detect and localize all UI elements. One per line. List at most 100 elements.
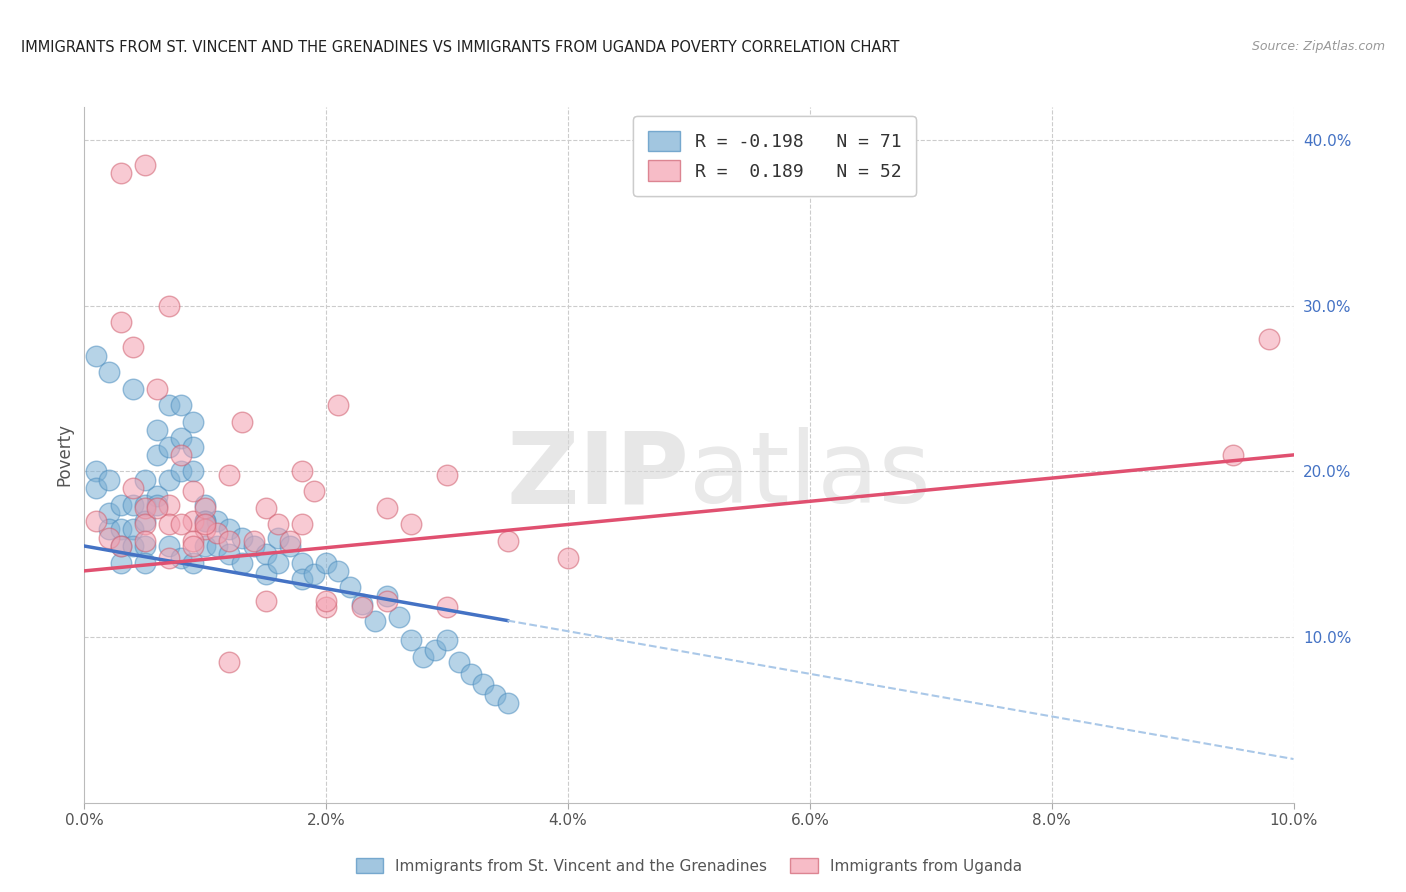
Point (218, 467, 240, 482)
Point (134, 539, 156, 553)
Point (194, 539, 217, 553)
Point (291, 517, 314, 532)
Point (423, 643, 446, 657)
Point (110, 556, 132, 570)
Point (207, 539, 229, 553)
Point (352, 597, 374, 611)
Point (375, 593, 398, 607)
Point (121, 382, 143, 396)
Text: atlas: atlas (689, 427, 931, 524)
Point (375, 589, 398, 603)
Point (134, 556, 156, 570)
Point (157, 550, 180, 565)
Point (121, 523, 143, 537)
Point (207, 514, 229, 528)
Point (218, 523, 240, 537)
Point (242, 534, 264, 549)
Point (291, 465, 314, 479)
Point (399, 633, 422, 648)
Legend: R = -0.198   N = 71, R =  0.189   N = 52: R = -0.198 N = 71, R = 0.189 N = 52 (633, 116, 915, 195)
Point (194, 514, 217, 528)
Point (484, 688, 506, 702)
Point (134, 473, 156, 487)
Point (254, 500, 277, 515)
Point (496, 534, 519, 549)
Point (181, 534, 204, 549)
Point (170, 448, 193, 462)
Point (134, 534, 156, 549)
Point (302, 484, 325, 499)
Point (339, 581, 361, 595)
Point (110, 498, 132, 512)
Point (194, 500, 217, 515)
Point (121, 539, 143, 553)
Point (146, 382, 169, 396)
Point (110, 315, 132, 329)
Point (315, 600, 337, 615)
Point (170, 465, 193, 479)
Point (207, 525, 229, 540)
Point (134, 498, 156, 512)
Point (181, 465, 204, 479)
Point (146, 448, 169, 462)
Point (146, 489, 169, 503)
Point (315, 556, 337, 570)
Point (412, 650, 434, 665)
Point (86, 465, 108, 479)
Y-axis label: Poverty: Poverty (55, 424, 73, 486)
Point (157, 398, 180, 412)
Point (231, 556, 253, 570)
Point (267, 517, 290, 532)
Point (218, 547, 240, 561)
Point (157, 299, 180, 313)
Point (352, 600, 374, 615)
Point (157, 539, 180, 553)
Point (170, 398, 193, 412)
Point (97, 523, 120, 537)
Point (267, 531, 290, 545)
Point (267, 556, 290, 570)
Point (328, 398, 350, 412)
Point (388, 610, 411, 624)
Point (86, 349, 108, 363)
Point (436, 633, 458, 648)
Point (170, 517, 193, 532)
Text: ZIP: ZIP (506, 427, 689, 524)
Point (363, 614, 385, 628)
Point (496, 697, 519, 711)
Point (86, 481, 108, 495)
Point (181, 556, 204, 570)
Point (242, 539, 264, 553)
Point (436, 600, 458, 615)
Point (449, 655, 471, 669)
Point (472, 676, 495, 690)
Point (278, 539, 301, 553)
Point (291, 572, 314, 586)
Legend: Immigrants from St. Vincent and the Grenadines, Immigrants from Uganda: Immigrants from St. Vincent and the Gren… (350, 852, 1028, 880)
Point (157, 517, 180, 532)
Point (121, 481, 143, 495)
Point (218, 655, 240, 669)
Point (181, 539, 204, 553)
Point (436, 467, 458, 482)
Point (254, 567, 277, 582)
Point (146, 423, 169, 437)
Point (157, 498, 180, 512)
Point (399, 517, 422, 532)
Point (231, 531, 253, 545)
Point (315, 593, 337, 607)
Point (86, 514, 108, 528)
Point (134, 158, 156, 172)
Point (291, 556, 314, 570)
Point (557, 550, 579, 565)
Point (254, 593, 277, 607)
Point (194, 523, 217, 537)
Point (1222, 448, 1244, 462)
Text: Source: ZipAtlas.com: Source: ZipAtlas.com (1251, 40, 1385, 54)
Point (146, 500, 169, 515)
Point (146, 498, 169, 512)
Point (278, 534, 301, 549)
Point (110, 166, 132, 180)
Point (375, 500, 398, 515)
Point (218, 534, 240, 549)
